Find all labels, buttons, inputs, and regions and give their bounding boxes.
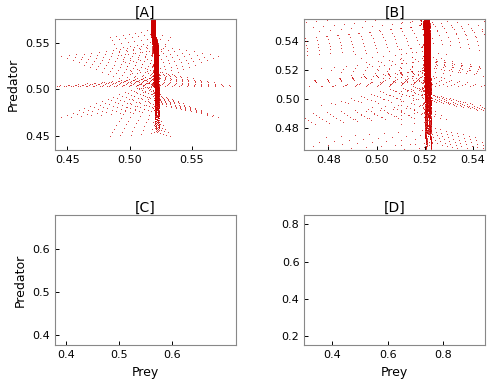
X-axis label: Prey: Prey: [381, 366, 408, 379]
Title: [C]: [C]: [135, 201, 156, 215]
Title: [B]: [B]: [384, 5, 405, 19]
X-axis label: Prey: Prey: [132, 366, 159, 379]
Title: [D]: [D]: [384, 201, 406, 215]
Y-axis label: Predator: Predator: [14, 253, 27, 307]
Title: [A]: [A]: [135, 5, 156, 19]
Y-axis label: Predator: Predator: [7, 58, 20, 111]
